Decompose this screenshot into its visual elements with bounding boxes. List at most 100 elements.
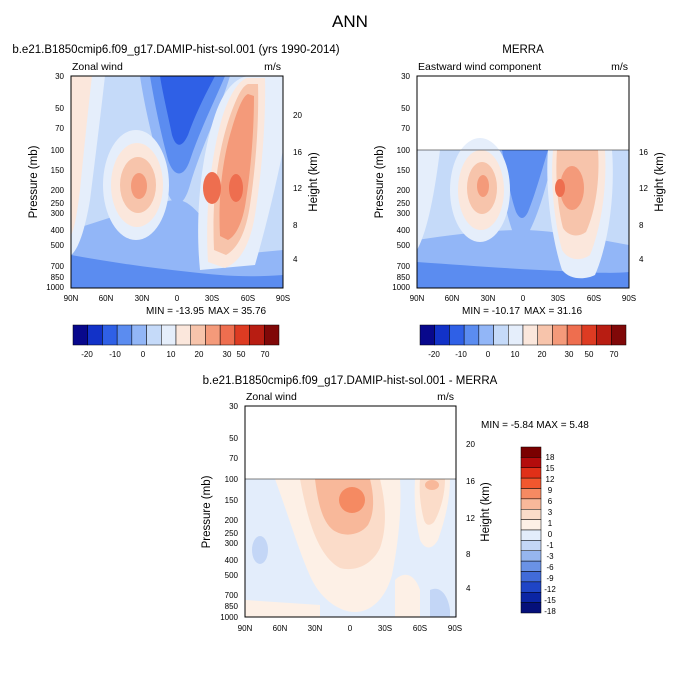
- diff-ylabel: Pressure (mb): [201, 475, 213, 548]
- obs-y2label: Height (km): [654, 152, 666, 212]
- diff-case-title: b.e21.B1850cmip6.f09_g17.DAMIP-hist-sol.…: [203, 375, 498, 387]
- model-colorbar-label: 20: [195, 350, 204, 359]
- diff-colorbar-label: 0: [548, 530, 553, 539]
- diff-colorbar-swatch: [520, 581, 542, 593]
- obs-ytick: 1000: [392, 283, 410, 292]
- obs-colorbar-swatch: [611, 324, 627, 346]
- diff-panel: b.e21.B1850cmip6.f09_g17.DAMIP-hist-sol.…: [201, 375, 589, 633]
- model-case-title: b.e21.B1850cmip6.f09_g17.DAMIP-hist-sol.…: [12, 44, 339, 56]
- model-colorbar-label: 10: [167, 350, 176, 359]
- diff-colorbar-label: -3: [546, 552, 554, 561]
- obs-contour-field: [416, 75, 630, 289]
- model-y2tick: 12: [293, 184, 302, 193]
- model-ytick: 150: [51, 166, 65, 175]
- model-y2tick: 16: [293, 148, 302, 157]
- diff-xtick: 0: [348, 624, 353, 633]
- diff-units-label: m/s: [437, 391, 454, 403]
- model-colorbar: [72, 324, 280, 346]
- diff-colorbar-swatch: [520, 509, 542, 520]
- diff-colorbar-label: 1: [548, 519, 553, 528]
- obs-case-title: MERRA: [502, 44, 544, 56]
- diff-colorbar-swatch: [520, 488, 542, 500]
- diff-colorbar-swatch: [520, 571, 542, 583]
- model-max-label: MAX = 35.76: [208, 306, 267, 317]
- obs-colorbar-swatch: [581, 324, 597, 346]
- model-min-label: MIN = -13.95: [146, 306, 205, 317]
- obs-panel: MERRA Eastward wind component m/s: [374, 44, 666, 359]
- model-colorbar-swatch: [175, 324, 191, 346]
- model-colorbar-swatch: [219, 324, 236, 346]
- obs-colorbar-swatch: [449, 324, 465, 346]
- diff-colorbar-swatch: [520, 457, 542, 468]
- obs-y2tick: 4: [639, 255, 644, 264]
- diff-xtick: 30S: [378, 624, 392, 633]
- obs-colorbar-label: -20: [428, 350, 440, 359]
- obs-xtick: 0: [521, 294, 526, 303]
- obs-y2tick: 16: [639, 148, 648, 157]
- obs-y2ticks: 16 12 8 4: [639, 148, 648, 264]
- model-ytick: 850: [51, 273, 65, 282]
- obs-colorbar-swatch: [522, 324, 538, 346]
- model-xtick: 90N: [64, 294, 79, 303]
- obs-xtick: 60N: [445, 294, 460, 303]
- model-colorbar-swatch: [146, 324, 162, 346]
- model-colorbar-swatch: [131, 324, 147, 346]
- model-colorbar-swatch: [87, 324, 103, 346]
- obs-y2tick: 12: [639, 184, 648, 193]
- obs-colorbar-label: 10: [511, 350, 520, 359]
- model-colorbar-swatch: [161, 324, 177, 346]
- diff-xtick: 30N: [308, 624, 323, 633]
- obs-min-label: MIN = -10.17: [462, 306, 521, 317]
- diff-ytick: 400: [225, 556, 239, 565]
- model-ytick: 1000: [46, 283, 64, 292]
- diff-xticks: 90N 60N 30N 0 30S 60S 90S: [238, 624, 462, 633]
- model-yticks: 30 50 70 100 150 200 250 300 400 500 700…: [46, 72, 64, 292]
- diff-colorbar-label: -12: [544, 585, 556, 594]
- diff-variable-label: Zonal wind: [246, 391, 297, 403]
- diff-colorbar-swatch: [520, 602, 542, 614]
- obs-colorbar-swatch: [493, 324, 509, 346]
- diff-ytick: 50: [229, 434, 238, 443]
- obs-max-label: MAX = 31.16: [524, 306, 583, 317]
- obs-ytick: 500: [397, 241, 411, 250]
- obs-ylabel: Pressure (mb): [374, 145, 386, 218]
- obs-colorbar-swatch: [478, 324, 494, 346]
- obs-ytick: 30: [401, 72, 410, 81]
- diff-ytick: 700: [225, 591, 239, 600]
- obs-yticks: 30 50 70 100 150 200 250 300 400 500 700…: [392, 72, 410, 292]
- diff-y2tick: 16: [466, 477, 475, 486]
- obs-xticks: 90N 60N 30N 0 30S 60S 90S: [410, 294, 636, 303]
- model-ytick: 100: [51, 146, 65, 155]
- model-colorbar-swatch: [249, 324, 265, 346]
- model-colorbar-labels: -20 -10 0 10 20 30 50 70: [81, 350, 270, 359]
- diff-colorbar-label: 3: [548, 508, 553, 517]
- obs-xtick: 60S: [587, 294, 601, 303]
- diff-ytick: 850: [225, 602, 239, 611]
- diff-colorbar-swatch: [520, 550, 542, 562]
- obs-y2tick: 8: [639, 221, 644, 230]
- model-xtick: 30S: [205, 294, 219, 303]
- model-colorbar-swatch: [116, 324, 133, 346]
- diff-colorbar-swatch: [520, 592, 542, 603]
- model-colorbar-label: 30: [223, 350, 232, 359]
- diff-ytick: 70: [229, 454, 238, 463]
- obs-xtick: 90S: [622, 294, 636, 303]
- model-xtick: 60S: [241, 294, 255, 303]
- obs-variable-label: Eastward wind component: [418, 61, 541, 73]
- diff-colorbar: [520, 446, 542, 614]
- obs-ytick: 50: [401, 104, 410, 113]
- obs-colorbar-swatch: [508, 324, 524, 346]
- diff-contour-field: [244, 405, 457, 618]
- model-ylabel: Pressure (mb): [28, 145, 40, 218]
- diff-colorbar-label: -1: [546, 541, 554, 550]
- diff-ytick: 30: [229, 402, 238, 411]
- model-xtick: 60N: [99, 294, 114, 303]
- obs-ytick: 250: [397, 199, 411, 208]
- diff-ytick: 300: [225, 539, 239, 548]
- diff-ytick: 100: [225, 475, 239, 484]
- diff-y2label: Height (km): [480, 482, 492, 542]
- model-colorbar-swatch: [190, 324, 206, 346]
- diff-y2ticks: 20 16 12 8 4: [466, 440, 475, 593]
- obs-colorbar-swatch: [463, 324, 480, 346]
- model-panel: b.e21.B1850cmip6.f09_g17.DAMIP-hist-sol.…: [12, 44, 339, 359]
